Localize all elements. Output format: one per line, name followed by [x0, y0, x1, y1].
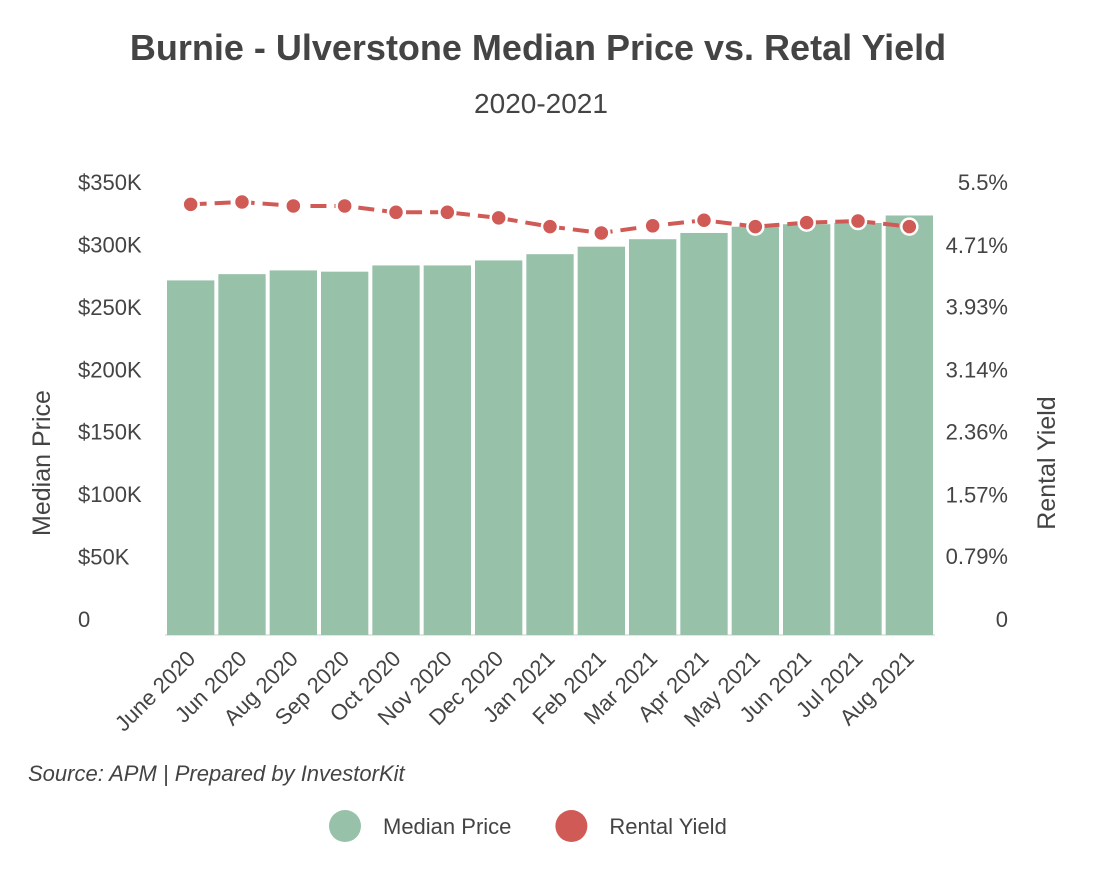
line-marker — [386, 203, 406, 222]
y2-tick-label: 0.79% — [946, 544, 1008, 569]
bar — [834, 222, 882, 635]
legend-swatch — [329, 810, 361, 842]
line-marker — [335, 196, 354, 216]
bar — [885, 215, 933, 636]
bar — [629, 239, 677, 635]
y-tick-label: $200K — [78, 357, 142, 382]
line-marker — [489, 208, 508, 228]
line-marker — [540, 217, 560, 236]
y2-tick-label: 3.14% — [946, 358, 1008, 383]
line-marker — [232, 192, 252, 212]
y2-tick-label: 5.5% — [958, 170, 1008, 195]
line-marker — [181, 195, 200, 214]
bar — [526, 254, 574, 635]
line-marker — [592, 223, 611, 243]
line-marker — [746, 217, 765, 236]
legend-label: Rental Yield — [609, 814, 726, 839]
y-axis-title: Median Price — [28, 390, 56, 536]
y2-tick-label: 3.93% — [946, 295, 1008, 320]
y2-axis-title: Rental Yield — [1033, 396, 1061, 529]
bar — [372, 265, 420, 635]
line-marker — [643, 216, 662, 236]
y2-tick-label: 2.36% — [946, 419, 1008, 444]
bar — [218, 274, 266, 635]
bar — [783, 224, 831, 635]
y2-tick-label: 4.71% — [946, 233, 1008, 258]
chart-subtitle: 2020-2021 — [474, 88, 608, 119]
bar — [423, 265, 471, 635]
bar — [475, 260, 523, 635]
bar — [731, 226, 779, 635]
legend-label: Median Price — [383, 814, 511, 839]
y-tick-label: $50K — [78, 545, 130, 570]
y-tick-label: $100K — [78, 482, 142, 507]
y-tick-label: $250K — [78, 295, 142, 320]
bar — [167, 280, 215, 635]
bar — [321, 271, 369, 635]
y-tick-label: $300K — [78, 232, 142, 257]
legend-swatch — [555, 810, 588, 842]
line-marker — [284, 196, 303, 216]
y2-tick-label: 1.57% — [946, 482, 1008, 507]
chart-title: Burnie - Ulverstone Median Price vs. Ret… — [130, 27, 946, 68]
y2-tick-label: 0 — [996, 607, 1008, 632]
line-marker — [694, 210, 714, 230]
line-marker — [797, 213, 816, 232]
bar — [577, 246, 625, 636]
y-tick-label: $150K — [78, 420, 142, 445]
source-note: Source: APM | Prepared by InvestorKit — [28, 761, 406, 786]
bar — [269, 270, 317, 635]
bar — [680, 232, 728, 635]
line-marker — [848, 211, 868, 231]
y-tick-label: $350K — [78, 170, 142, 195]
y-tick-label: 0 — [78, 607, 90, 632]
line-marker — [438, 203, 457, 222]
line-marker — [900, 217, 919, 236]
